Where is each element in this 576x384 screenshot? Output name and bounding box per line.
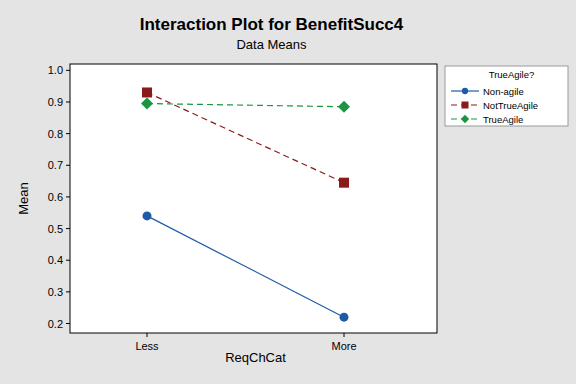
y-tick-label: 0.5: [48, 223, 63, 235]
title: Interaction Plot for BenefitSucc4: [140, 15, 404, 34]
chart: Interaction Plot for BenefitSucc4 Data Me…: [0, 0, 576, 384]
background: [0, 0, 576, 384]
legend-title: TrueAgile?: [489, 69, 535, 80]
legend-marker: [461, 115, 469, 123]
y-tick: [66, 133, 70, 134]
y-tick-label: 0.6: [48, 191, 63, 203]
series-line: [147, 216, 344, 317]
y-tick: [66, 101, 70, 102]
x-tick-label: Less: [135, 340, 159, 352]
y-tick-label: 0.2: [48, 318, 63, 330]
x-tick-label: More: [331, 340, 356, 352]
legend-label: NotTrueAgile: [483, 100, 538, 111]
data-point: [340, 313, 349, 322]
y-axis-label: Mean: [16, 182, 31, 215]
y-tick: [66, 228, 70, 229]
y-tick: [66, 165, 70, 166]
data-point: [141, 98, 153, 110]
data-point: [338, 101, 350, 113]
y-tick: [66, 70, 70, 71]
y-tick: [66, 291, 70, 292]
marks: [141, 87, 350, 321]
series-line: [147, 92, 344, 182]
plot-frame: [70, 64, 437, 333]
data-point: [339, 178, 349, 188]
x-axis-label: ReqChCat: [225, 350, 286, 365]
y-tick: [66, 323, 70, 324]
plot-area: [70, 64, 437, 333]
data-point: [143, 211, 152, 220]
y-tick-label: 0.9: [48, 96, 63, 108]
legend-label: Non-agile: [483, 86, 524, 97]
data-point: [142, 87, 152, 97]
y-tick-label: 1.0: [48, 64, 63, 76]
subtitle: Data Means: [236, 37, 307, 52]
y-tick-label: 0.7: [48, 159, 63, 171]
x-tick: [147, 333, 148, 337]
legend-box: [445, 66, 568, 126]
y-tick-label: 0.4: [48, 254, 63, 266]
y-tick: [66, 196, 70, 197]
legend-marker: [462, 88, 468, 94]
series-line: [147, 104, 344, 107]
legend-marker: [462, 102, 469, 109]
legend-label: TrueAgile: [483, 114, 523, 125]
x-tick: [344, 333, 345, 337]
y-tick-label: 0.3: [48, 286, 63, 298]
y-tick-label: 0.8: [48, 128, 63, 140]
y-tick: [66, 260, 70, 261]
